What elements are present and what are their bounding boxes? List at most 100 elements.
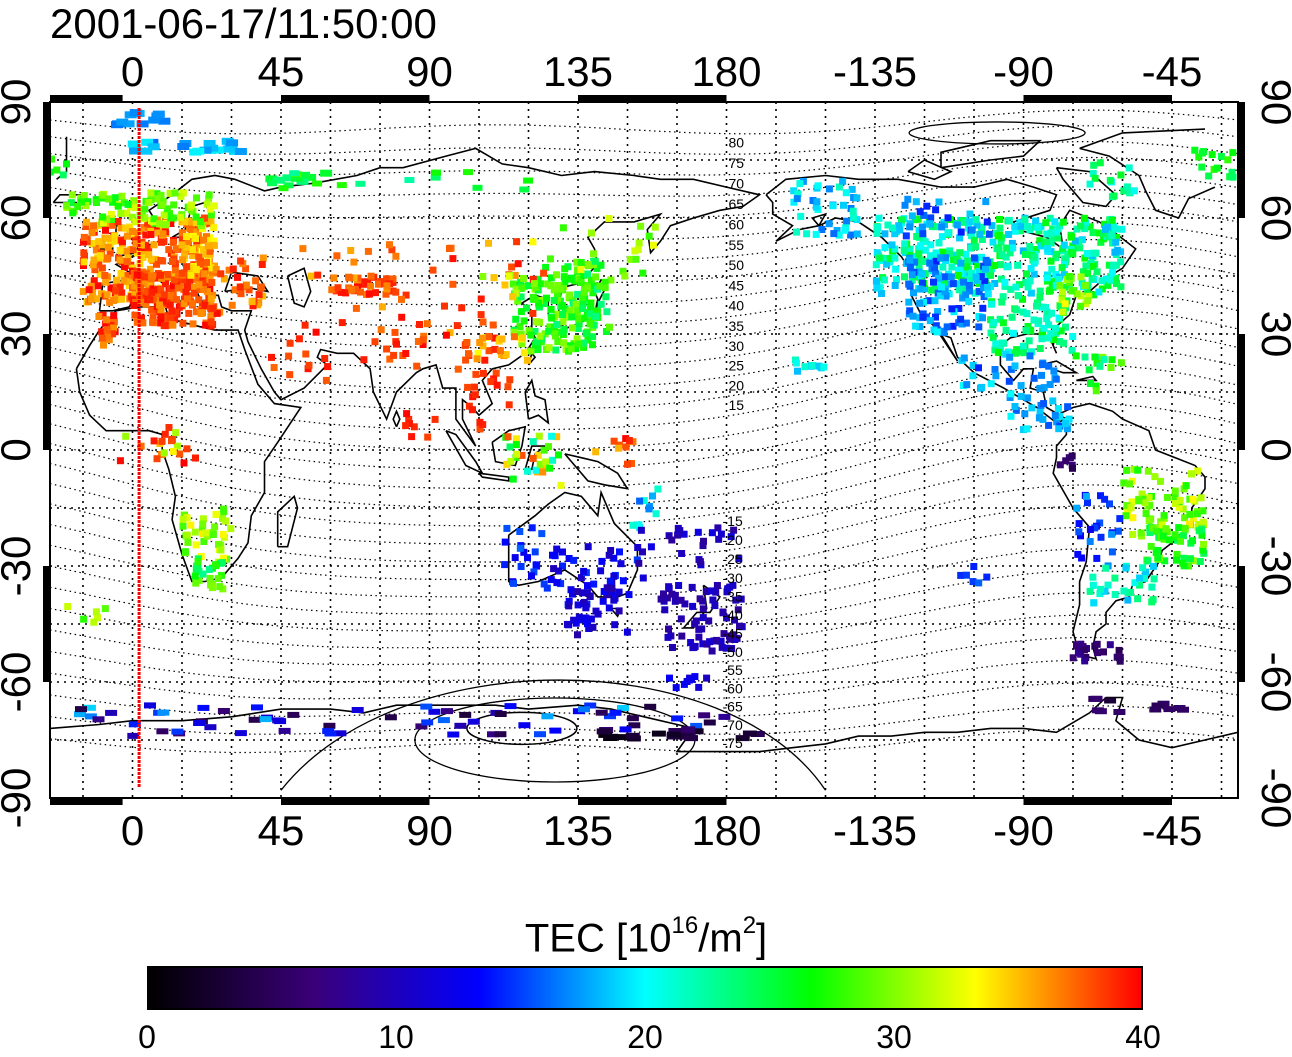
tec-point	[170, 271, 177, 279]
tec-point	[105, 709, 118, 716]
tec-point	[969, 361, 977, 369]
tec-point	[141, 214, 149, 222]
tec-point	[796, 180, 804, 188]
tec-point	[120, 199, 128, 207]
tec-point	[150, 241, 158, 249]
tec-point	[969, 372, 977, 380]
tec-point	[813, 198, 821, 206]
tec-point	[163, 205, 171, 213]
bottom-lon-label: 135	[543, 807, 613, 854]
tec-point	[111, 232, 119, 240]
tec-point	[1122, 564, 1130, 572]
tec-point	[295, 335, 303, 343]
tec-point	[124, 200, 132, 208]
contour-label: 35	[729, 318, 745, 334]
tec-point	[82, 223, 90, 230]
tec-point	[1205, 172, 1213, 180]
tec-point	[541, 713, 554, 720]
tec-point	[513, 450, 521, 458]
tec-point	[908, 212, 916, 220]
tec-point	[1027, 289, 1035, 297]
tec-point	[1050, 336, 1058, 344]
tec-point	[937, 254, 945, 262]
tec-point	[1161, 557, 1169, 565]
tec-point	[208, 279, 216, 286]
tec-point	[1040, 324, 1048, 332]
left-lat-label: 0	[0, 438, 39, 461]
tec-point	[149, 318, 156, 326]
tec-point	[689, 602, 697, 610]
tec-point	[160, 291, 168, 299]
tec-point	[533, 562, 541, 570]
tec-point	[1045, 321, 1053, 329]
tec-point	[99, 213, 107, 221]
tec-point	[569, 590, 576, 598]
tec-point	[137, 284, 145, 292]
tec-point	[684, 735, 698, 742]
tec-point	[825, 220, 833, 228]
tec-point	[1107, 364, 1115, 371]
tec-point	[159, 230, 167, 238]
tec-point	[388, 246, 396, 254]
tec-point	[210, 237, 218, 245]
tec-point	[553, 290, 561, 298]
tec-point	[324, 363, 332, 371]
tec-point	[649, 241, 657, 249]
tec-point	[80, 249, 88, 257]
tec-point	[145, 251, 153, 259]
tec-point	[469, 406, 476, 414]
graticule-grid	[50, 102, 1238, 798]
tec-point	[983, 573, 991, 581]
tec-point	[166, 301, 174, 309]
tec-point	[589, 623, 597, 631]
tec-point	[987, 271, 995, 279]
tec-point	[610, 572, 618, 580]
tec-point	[128, 213, 136, 221]
tec-point	[1154, 554, 1162, 562]
tec-point	[109, 330, 117, 338]
tec-point	[50, 155, 55, 163]
tec-point	[724, 585, 732, 593]
tec-point	[853, 194, 861, 202]
tec-point	[920, 211, 928, 219]
mag-lat-contour	[50, 205, 1238, 262]
tec-point	[790, 187, 798, 195]
tec-point	[307, 272, 315, 280]
tec-point	[615, 607, 623, 615]
tec-point	[1124, 596, 1132, 604]
tec-point	[533, 318, 540, 326]
tec-point	[540, 269, 548, 277]
tec-point	[386, 241, 393, 249]
tec-point	[249, 302, 257, 310]
tec-point	[512, 315, 520, 323]
tec-point	[1030, 316, 1038, 324]
tec-point	[1181, 514, 1189, 522]
tec-point	[82, 202, 90, 210]
tec-point	[555, 451, 562, 459]
tec-point	[1149, 524, 1157, 532]
tec-point	[728, 645, 736, 652]
tec-point	[1165, 536, 1173, 544]
tec-point	[160, 449, 168, 457]
tec-point	[92, 246, 100, 254]
tec-point	[1098, 277, 1106, 285]
tec-point	[442, 331, 450, 339]
tec-point	[912, 322, 920, 330]
tec-point	[203, 233, 210, 241]
tec-point	[102, 320, 110, 328]
tec-point	[166, 210, 173, 217]
contour-label: 15	[729, 397, 745, 413]
tec-point	[90, 222, 97, 230]
tec-point	[570, 556, 578, 564]
contour-label: -40	[723, 607, 743, 623]
tec-point	[197, 222, 205, 230]
tec-point	[927, 241, 935, 249]
tec-point	[181, 251, 189, 259]
tec-point	[579, 589, 587, 597]
tec-point	[932, 322, 940, 330]
tec-point	[1089, 170, 1097, 178]
tec-point	[1199, 546, 1207, 554]
tec-point	[1180, 554, 1188, 562]
tec-point	[1200, 540, 1207, 548]
mag-lat-contour	[50, 383, 1238, 470]
